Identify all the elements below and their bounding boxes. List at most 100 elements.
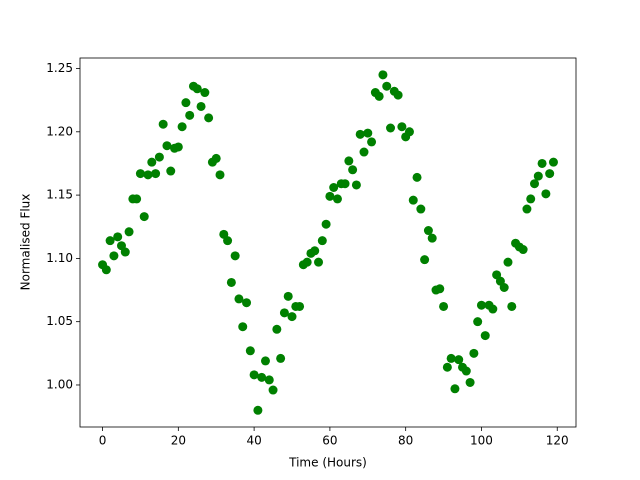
data-point: [446, 353, 456, 363]
data-point: [363, 128, 373, 138]
data-point: [139, 212, 149, 222]
data-point: [526, 194, 536, 204]
data-point: [310, 246, 320, 256]
y-tick-label: 1.15: [46, 188, 73, 202]
x-tick-label: 20: [171, 434, 186, 448]
y-axis-label: Normalised Flux: [19, 194, 33, 291]
data-point: [397, 122, 407, 132]
data-point: [476, 300, 486, 310]
data-point: [279, 308, 289, 318]
data-point: [124, 227, 134, 237]
y-tick-label: 1.20: [46, 124, 73, 138]
data-point: [530, 179, 540, 189]
data-point: [211, 153, 221, 163]
data-point: [200, 88, 210, 98]
data-point: [177, 122, 187, 132]
data-point: [223, 236, 233, 246]
data-point: [101, 265, 111, 275]
data-point: [480, 331, 490, 341]
data-point: [120, 247, 130, 257]
data-point: [196, 101, 206, 111]
data-point: [522, 204, 532, 214]
x-tick-label: 40: [246, 434, 261, 448]
data-point: [499, 283, 509, 293]
data-point: [332, 194, 342, 204]
data-point: [329, 182, 339, 192]
data-point: [181, 98, 191, 108]
data-point: [416, 204, 426, 214]
x-axis-label: Time (Hours): [288, 456, 367, 470]
data-point: [154, 152, 164, 162]
data-point: [344, 156, 354, 166]
data-point: [317, 236, 327, 246]
data-point: [412, 172, 422, 182]
data-point: [109, 251, 119, 261]
data-point: [204, 113, 214, 123]
data-point: [192, 84, 202, 94]
data-point: [314, 257, 324, 267]
data-point: [461, 366, 471, 376]
x-tick-label: 0: [99, 434, 107, 448]
data-point: [465, 377, 475, 387]
data-point: [420, 255, 430, 265]
data-point: [234, 294, 244, 304]
data-point: [151, 169, 161, 179]
data-point: [507, 301, 517, 311]
axes-frame: [79, 57, 577, 428]
data-point: [283, 291, 293, 301]
data-point: [548, 157, 558, 167]
data-point: [264, 375, 274, 385]
data-point: [423, 226, 433, 236]
data-point: [226, 277, 236, 287]
data-point: [427, 233, 437, 243]
data-point: [105, 236, 115, 246]
data-point: [355, 129, 365, 139]
data-point: [113, 232, 123, 242]
x-tick-label: 60: [322, 434, 337, 448]
x-tick-label: 80: [398, 434, 413, 448]
data-point: [272, 324, 282, 334]
data-point: [454, 355, 464, 365]
data-point: [408, 195, 418, 205]
y-tick-label: 1.00: [46, 377, 73, 391]
data-point: [348, 165, 358, 175]
data-point: [442, 362, 452, 372]
data-point: [249, 370, 259, 380]
data-point: [386, 123, 396, 133]
data-point: [537, 158, 547, 168]
data-point: [230, 251, 240, 261]
x-tick-label: 120: [546, 434, 569, 448]
data-point: [359, 147, 369, 157]
data-point: [245, 346, 255, 356]
data-point: [143, 170, 153, 180]
data-point: [158, 119, 168, 129]
data-point: [545, 169, 555, 179]
x-tick-label: 100: [470, 434, 493, 448]
data-point: [295, 301, 305, 311]
data-point: [473, 317, 483, 327]
data-point: [173, 142, 183, 152]
data-point: [367, 137, 377, 147]
data-point: [450, 384, 460, 394]
data-point: [325, 191, 335, 201]
data-point: [260, 356, 270, 366]
data-point: [393, 90, 403, 100]
data-point: [242, 298, 252, 308]
data-point: [488, 304, 498, 314]
data-point: [253, 405, 263, 415]
y-tick-label: 1.05: [46, 314, 73, 328]
data-point: [185, 110, 195, 120]
data-point: [147, 157, 157, 167]
data-point: [469, 348, 479, 358]
data-point: [132, 194, 142, 204]
data-point: [503, 257, 513, 267]
data-point: [378, 70, 388, 80]
data-point: [533, 171, 543, 181]
y-tick-label: 1.25: [46, 61, 73, 75]
data-point: [162, 141, 172, 151]
y-tick-label: 1.10: [46, 251, 73, 265]
data-point: [374, 91, 384, 101]
data-point: [340, 179, 350, 189]
data-point: [257, 372, 267, 382]
data-point: [439, 301, 449, 311]
